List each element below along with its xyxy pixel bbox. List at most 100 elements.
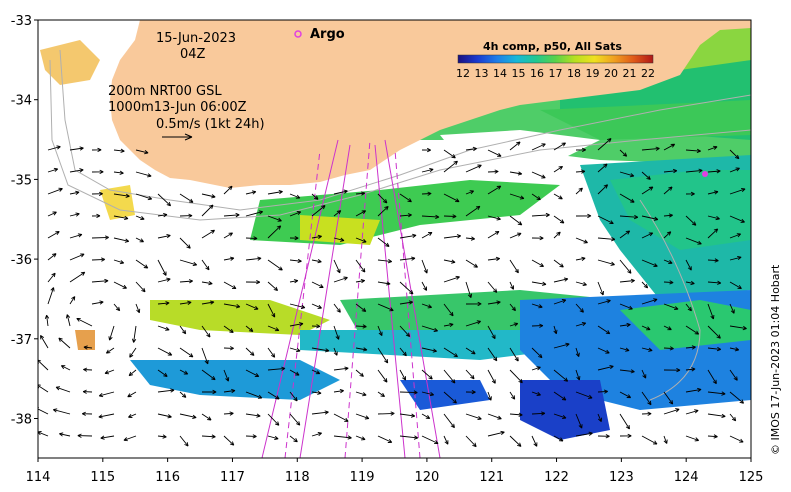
- current-vector-arrow: [421, 231, 433, 239]
- current-vector-arrow: [443, 391, 457, 404]
- current-vector-arrow: [333, 435, 352, 440]
- current-vector-arrow: [729, 413, 737, 422]
- current-vector-arrow: [465, 164, 482, 173]
- current-vector-arrow: [663, 408, 680, 415]
- current-vector-arrow: [465, 190, 475, 195]
- current-vector-arrow: [487, 256, 501, 261]
- current-vector-arrow: [135, 259, 149, 269]
- current-vector-arrow: [157, 388, 175, 393]
- current-vector-arrow: [685, 237, 702, 245]
- current-vector-arrow: [685, 148, 701, 154]
- current-vector-arrow: [157, 434, 167, 439]
- current-vector-arrow: [59, 432, 71, 437]
- current-vector-arrow: [267, 281, 279, 292]
- current-vector-arrow: [663, 435, 668, 444]
- current-vector-arrow: [465, 146, 477, 152]
- current-vector-arrow: [179, 279, 194, 284]
- current-vector-arrow: [267, 347, 276, 358]
- current-vector-arrow: [157, 301, 170, 306]
- current-vector-arrow: [553, 325, 558, 335]
- current-vector-arrow: [641, 411, 652, 416]
- current-vector-arrow: [487, 300, 501, 305]
- current-vector-arrow: [333, 325, 340, 340]
- current-vector-arrow: [487, 169, 499, 174]
- current-vector-arrow: [399, 281, 414, 295]
- current-vector-arrow: [597, 259, 615, 266]
- x-tick-label: 124: [674, 470, 699, 485]
- current-vector-arrow: [443, 322, 454, 328]
- current-vector-arrow: [47, 145, 61, 151]
- current-vector-arrow: [60, 365, 71, 371]
- current-vector-arrow: [685, 387, 702, 393]
- current-vector-arrow: [421, 259, 428, 274]
- current-vector-arrow: [465, 259, 478, 268]
- current-vector-arrow: [641, 186, 654, 195]
- colorbar-ticks: 12 13 14 15 16 17 18 19 20 21 22: [456, 67, 655, 80]
- x-tick-label: 123: [609, 470, 634, 485]
- current-vector-arrow: [707, 215, 720, 221]
- x-tick-label: 114: [26, 470, 51, 485]
- current-vector-arrow: [179, 193, 194, 203]
- current-vector-arrow: [443, 275, 460, 283]
- current-vector-arrow: [619, 303, 633, 310]
- x-axis: 114 115 116 117 118 119 120 121 122 123 124 125: [26, 458, 764, 485]
- current-vector-arrow: [553, 165, 563, 173]
- current-vector-arrow: [82, 389, 93, 394]
- current-vector-arrow: [707, 391, 726, 396]
- current-vector-arrow: [399, 435, 419, 440]
- current-vector-arrow: [421, 168, 434, 173]
- current-vector-arrow: [641, 232, 654, 239]
- current-vector-arrow: [707, 228, 719, 239]
- colorbar-tick-label: 22: [641, 67, 655, 80]
- current-vector-arrow: [201, 413, 212, 421]
- current-vector-arrow: [245, 369, 260, 377]
- current-vector-arrow: [597, 325, 611, 335]
- current-vector-arrow: [377, 281, 391, 286]
- current-vector-arrow: [289, 235, 299, 241]
- current-vector-arrow: [707, 325, 721, 339]
- current-vector-arrow: [69, 271, 86, 283]
- current-vector-arrow: [465, 205, 481, 217]
- current-vector-arrow: [333, 303, 341, 313]
- current-vector-arrow: [509, 412, 523, 417]
- current-vector-arrow: [707, 169, 721, 174]
- current-vector-arrow: [179, 413, 197, 419]
- current-vector-arrow: [663, 346, 674, 351]
- current-vector-arrow: [729, 435, 744, 443]
- current-vector-arrow: [707, 413, 726, 419]
- current-vector-arrow: [443, 303, 454, 317]
- current-vector-arrow: [245, 279, 261, 285]
- current-vector-arrow: [465, 369, 475, 380]
- current-vector-arrow: [707, 434, 718, 439]
- current-vector-arrow: [179, 435, 189, 447]
- current-vector-arrow: [575, 321, 587, 327]
- current-vector-arrow: [531, 411, 546, 416]
- current-vector-arrow: [597, 347, 610, 354]
- current-vector-arrow: [113, 237, 130, 243]
- current-vector-arrow: [575, 391, 593, 399]
- x-tick-label: 125: [739, 470, 764, 485]
- current-vector-arrow: [355, 391, 367, 397]
- current-vector-arrow: [83, 345, 93, 350]
- current-vector-arrow: [531, 347, 543, 359]
- x-tick-label: 119: [350, 470, 375, 485]
- current-vector-arrow: [553, 391, 567, 401]
- current-vector-arrow: [289, 279, 299, 284]
- current-vector-arrow: [135, 171, 152, 178]
- current-vector-arrow: [355, 435, 366, 441]
- current-vector-arrow: [128, 413, 137, 418]
- current-vector-arrow: [157, 347, 173, 356]
- current-vector-arrow: [421, 303, 433, 309]
- current-vector-arrow: [531, 281, 547, 286]
- argo-legend-icon: [294, 30, 302, 38]
- current-vector-arrow: [707, 346, 722, 352]
- current-vector-arrow: [333, 237, 345, 242]
- current-vector-arrow: [553, 193, 563, 200]
- current-vector-arrow: [38, 384, 49, 393]
- current-vector-arrow: [531, 171, 546, 179]
- argo-float-marker: [702, 171, 708, 177]
- current-vector-arrow: [355, 278, 366, 284]
- current-vector-arrow: [47, 272, 56, 283]
- current-vector-arrow: [575, 347, 580, 358]
